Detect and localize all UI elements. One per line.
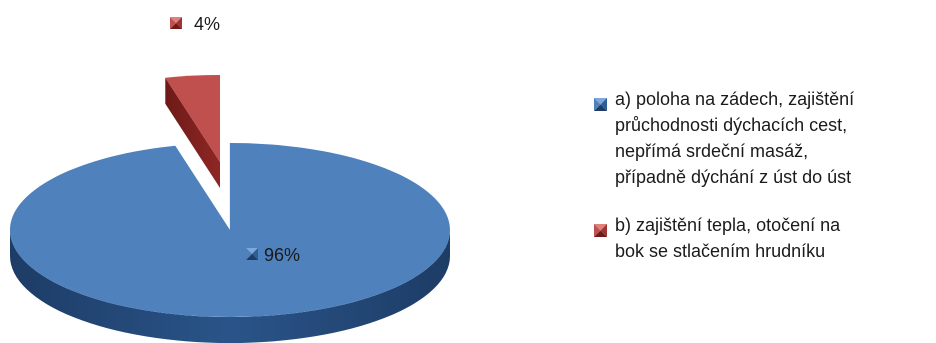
data-label-b-icon-part-2 [170,23,182,29]
data-label-a-icon [246,248,258,260]
data-label-a-icon-part-1 [252,248,258,260]
slice-b-side-wall [165,77,220,188]
data-label-b: 4% [194,14,220,34]
pie-slice-b [165,75,220,162]
chart-legend: a) poloha na zádech, zajištění průchodno… [593,86,933,286]
legend-label-b-line-2: bok se stlačením hrudníku [615,241,826,261]
legend-item-b[interactable]: b) zajištění tepla, otočení na bok se st… [593,212,933,264]
data-label-a-icon-part-0 [246,248,258,254]
slice-a-side-wall [10,230,450,343]
pie-slices [9,75,450,343]
data-label-b-icon-part-3 [170,17,176,29]
legend-swatch-b-icon [594,218,607,237]
legend-item-a[interactable]: a) poloha na zádech, zajištění průchodno… [593,86,933,190]
data-label-b-icon-part-1 [176,17,182,29]
legend-label-a-line-3: nepřímá srdeční masáž, [615,141,809,161]
legend-label-a-line-4: případně dýchání z úst do úst [615,167,852,187]
data-label-b-icon [170,17,182,29]
pie-data-labels: 96% 4% [170,14,300,265]
data-label-b-icon-part-0 [170,17,182,23]
legend-label-a-line-1: a) poloha na zádech, zajištění [615,89,855,109]
pie-slice-a [9,143,450,317]
data-label-a-icon-part-2 [246,254,258,260]
legend-label-a-line-2: průchodnosti dýchacích cest, [615,115,848,135]
legend-label-b-line-1: b) zajištění tepla, otočení na [615,215,841,235]
data-label-a-icon-part-3 [246,248,252,260]
legend-swatch-a-icon [594,92,607,111]
data-label-a: 96% [264,245,300,265]
